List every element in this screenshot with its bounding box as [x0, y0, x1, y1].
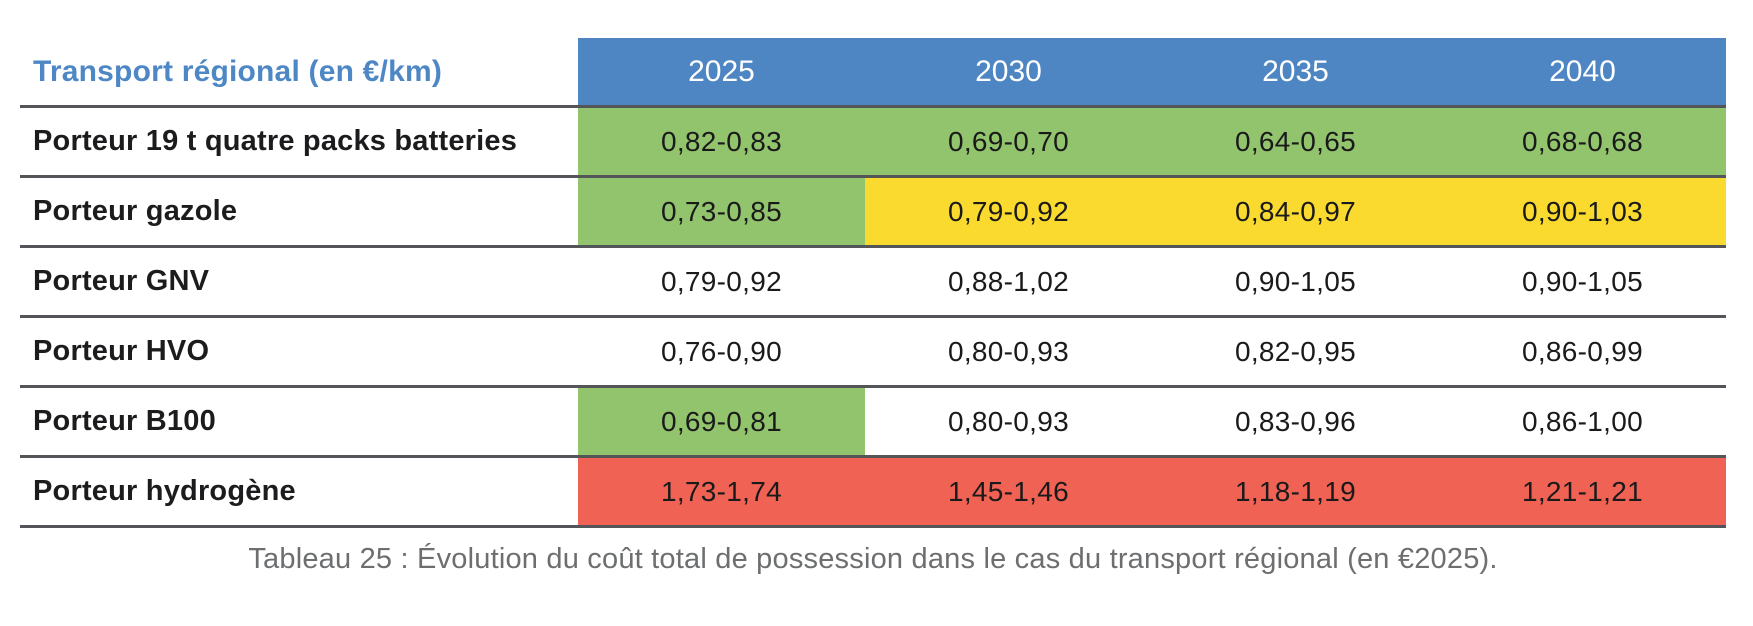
value-cell: 1,73-1,74	[578, 458, 865, 525]
value-cell: 0,73-0,85	[578, 178, 865, 245]
value-cell: 0,90-1,03	[1439, 178, 1726, 245]
value-cell: 0,86-1,00	[1521, 405, 1644, 437]
table-title: Transport régional (en €/km)	[20, 38, 578, 105]
value-cell: 0,83-0,96	[1234, 405, 1357, 437]
value-cell: 0,86-0,99	[1521, 335, 1644, 367]
table-row: Porteur gazole 0,73-0,85 0,79-0,92 0,84-0,…	[20, 178, 1726, 248]
value-cell: 0,69-0,81	[578, 388, 865, 455]
table-header-row: Transport régional (en €/km) 2025 2030 203…	[20, 38, 1726, 108]
year-header-cell: 2025	[578, 38, 865, 105]
value-cell: 0,69-0,70	[865, 108, 1152, 175]
year-header-cell: 2035	[1152, 38, 1439, 105]
year-header-cell: 2030	[865, 38, 1152, 105]
value-cell: 0,80-0,93	[947, 405, 1070, 437]
row-label: Porteur gazole	[20, 178, 578, 245]
table-caption: Tableau 25 : Évolution du coût total de …	[248, 543, 1498, 575]
row-label: Porteur HVO	[20, 318, 578, 385]
table-row: Porteur 19 t quatre packs batteries 0,82…	[20, 108, 1726, 178]
value-cell: 0,88-1,02	[947, 265, 1070, 297]
value-cell: 0,79-0,92	[865, 178, 1152, 245]
value-cell: 0,84-0,97	[1152, 178, 1439, 245]
table-row: Porteur GNV 0,79-0,92 0,88-1,02 0,90-1,05 0…	[20, 248, 1726, 318]
tco-table: Transport régional (en €/km) 2025 2030 203…	[20, 38, 1726, 528]
row-label: Porteur 19 t quatre packs batteries	[20, 108, 578, 175]
value-cell: 0,76-0,90	[660, 335, 783, 367]
value-cell: 0,79-0,92	[660, 265, 783, 297]
table-row: Porteur B100 0,69-0,81 0,80-0,93 0,83-0,96…	[20, 388, 1726, 458]
table-row: Porteur HVO 0,76-0,90 0,80-0,93 0,82-0,95 0…	[20, 318, 1726, 388]
value-cell: 0,90-1,05	[1234, 265, 1357, 297]
value-cell: 0,68-0,68	[1439, 108, 1726, 175]
value-cell: 1,18-1,19	[1152, 458, 1439, 525]
value-cell: 1,21-1,21	[1439, 458, 1726, 525]
row-label: Porteur GNV	[20, 248, 578, 315]
value-cell: 0,82-0,95	[1234, 335, 1357, 367]
year-header-cell: 2040	[1439, 38, 1726, 105]
value-cell: 0,82-0,83	[578, 108, 865, 175]
value-cell: 0,64-0,65	[1152, 108, 1439, 175]
row-label: Porteur hydrogène	[20, 458, 578, 525]
value-cell: 1,45-1,46	[865, 458, 1152, 525]
table-row: Porteur hydrogène 1,73-1,74 1,45-1,46 1,18…	[20, 458, 1726, 528]
value-cell: 0,90-1,05	[1521, 265, 1644, 297]
value-cell: 0,80-0,93	[947, 335, 1070, 367]
row-label: Porteur B100	[20, 388, 578, 455]
